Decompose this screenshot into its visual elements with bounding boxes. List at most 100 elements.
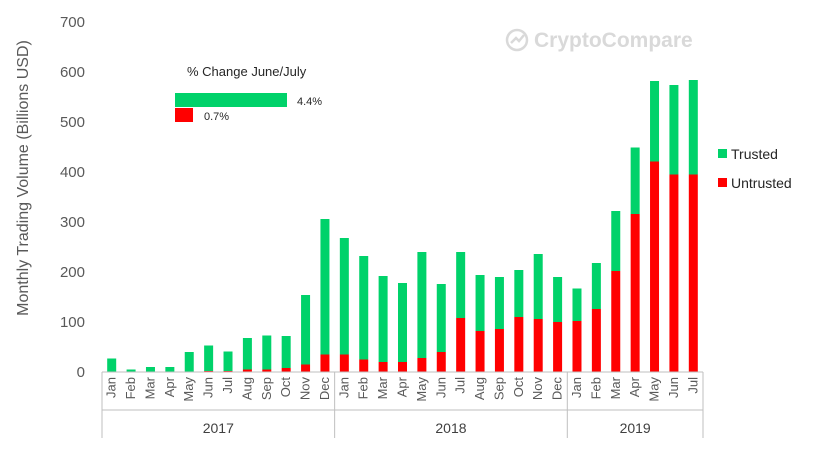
brand-watermark: CryptoCompare <box>505 28 693 52</box>
y-axis-ticks: 0 100 200 300 400 500 600 700 <box>60 14 85 381</box>
bar-untrusted <box>630 214 640 372</box>
bar-trusted <box>126 369 136 372</box>
bar-trusted <box>301 295 311 365</box>
bar-trusted <box>436 284 446 352</box>
x-tick-label-month: Jun <box>201 377 216 398</box>
x-tick-label-month: Jul <box>220 377 235 394</box>
bar-untrusted <box>572 321 582 372</box>
legend-swatch-untrusted <box>718 178 727 187</box>
change-inset: % Change June/July 4.4% 0.7% <box>175 64 322 123</box>
bar-untrusted <box>688 174 698 372</box>
x-tick-label-month: Mar <box>608 376 623 399</box>
bar-trusted <box>262 335 272 370</box>
x-tick-label-month: Feb <box>588 377 603 399</box>
bar-untrusted <box>494 329 504 372</box>
x-group-label-year: 2019 <box>620 420 651 436</box>
y-tick-label: 200 <box>60 264 85 281</box>
bar-trusted <box>378 276 388 362</box>
bar-untrusted <box>456 318 466 372</box>
bar-untrusted <box>475 331 485 372</box>
bar-trusted <box>417 252 427 358</box>
bar-untrusted <box>339 354 349 372</box>
x-tick-label-month: Jan <box>336 377 351 398</box>
bar-trusted <box>320 219 330 355</box>
x-tick-label-month: Sep <box>259 377 274 400</box>
bar-untrusted <box>417 358 427 372</box>
x-tick-label-month: Jul <box>453 377 468 394</box>
bar-untrusted <box>242 369 252 372</box>
bar-trusted <box>107 358 117 372</box>
bar-trusted <box>669 85 679 175</box>
bar-untrusted <box>359 359 369 372</box>
bar-trusted <box>688 80 698 175</box>
x-tick-label-month: Oct <box>278 377 293 398</box>
x-tick-label-month: Nov <box>298 377 313 401</box>
bar-trusted <box>611 211 621 271</box>
x-tick-label-month: Dec <box>550 377 565 401</box>
x-tick-label-month: May <box>647 377 662 402</box>
x-tick-label-month: Sep <box>491 377 506 400</box>
legend-swatch-trusted <box>718 149 727 158</box>
bar-trusted <box>630 147 640 214</box>
bar-untrusted <box>650 161 660 372</box>
x-group-label-year: 2018 <box>435 420 466 436</box>
y-tick-label: 700 <box>60 14 85 31</box>
x-tick-label-month: May <box>181 377 196 402</box>
bar-trusted <box>533 254 543 319</box>
x-tick-label-month: Apr <box>627 376 642 397</box>
x-tick-label-month: Oct <box>511 377 526 398</box>
bar-trusted <box>398 283 407 362</box>
y-tick-label: 0 <box>77 364 85 381</box>
x-tick-label-month: Mar <box>375 376 390 399</box>
bar-trusted <box>650 81 660 162</box>
bar-trusted <box>514 270 524 317</box>
inset-value-trusted: 4.4% <box>297 96 322 108</box>
x-tick-label-month: Feb <box>123 377 138 399</box>
bar-trusted <box>184 352 194 372</box>
x-axis: Jan Feb Mar Apr May Jun Jul Aug Sep Oct Nov Dec Jan F… <box>101 371 704 438</box>
x-tick-label-month: May <box>414 377 429 402</box>
x-tick-label-month: Aug <box>472 377 487 400</box>
bar-trusted <box>572 288 582 321</box>
cryptocompare-logo-icon <box>505 28 529 52</box>
bar-untrusted <box>301 364 311 372</box>
bar-untrusted <box>669 174 679 372</box>
bar-untrusted <box>533 319 543 372</box>
x-tick-label-month: Jul <box>685 377 700 394</box>
bar-untrusted <box>398 362 407 372</box>
x-tick-label-month: Jan <box>104 377 119 398</box>
bar-trusted <box>242 338 252 370</box>
bar-untrusted <box>281 368 291 372</box>
bar-trusted <box>145 367 155 372</box>
bar-untrusted <box>591 309 601 372</box>
x-tick-label-month: Apr <box>162 376 177 397</box>
bar-trusted <box>475 275 485 331</box>
inset-bar-trusted <box>175 93 287 107</box>
bar-trusted <box>359 256 369 360</box>
y-tick-label: 600 <box>60 64 85 81</box>
x-tick-label-month: Jan <box>569 377 584 398</box>
bar-trusted <box>494 277 504 329</box>
inset-title: % Change June/July <box>187 64 307 79</box>
y-tick-label: 400 <box>60 164 85 181</box>
brand-name: CryptoCompare <box>534 29 693 52</box>
bar-trusted <box>591 263 601 309</box>
legend-label-trusted: Trusted <box>731 146 778 162</box>
bar-untrusted <box>553 322 563 372</box>
y-axis-title: Monthly Trading Volume (Billions USD) <box>15 40 32 316</box>
x-tick-label-month: Apr <box>395 376 410 397</box>
legend-label-untrusted: Untrusted <box>731 175 792 191</box>
y-tick-label: 300 <box>60 214 85 231</box>
bar-untrusted <box>436 352 446 372</box>
bar-untrusted <box>320 354 330 372</box>
inset-bar-untrusted <box>175 108 193 122</box>
x-tick-label-month: Jun <box>666 377 681 398</box>
bar-untrusted <box>611 271 621 372</box>
bar-trusted <box>339 238 349 355</box>
x-tick-label-month: Mar <box>142 376 157 399</box>
bar-trusted <box>165 367 175 372</box>
inset-value-untrusted: 0.7% <box>204 111 229 123</box>
x-tick-label-month: Jun <box>433 377 448 398</box>
bar-trusted <box>553 277 563 322</box>
